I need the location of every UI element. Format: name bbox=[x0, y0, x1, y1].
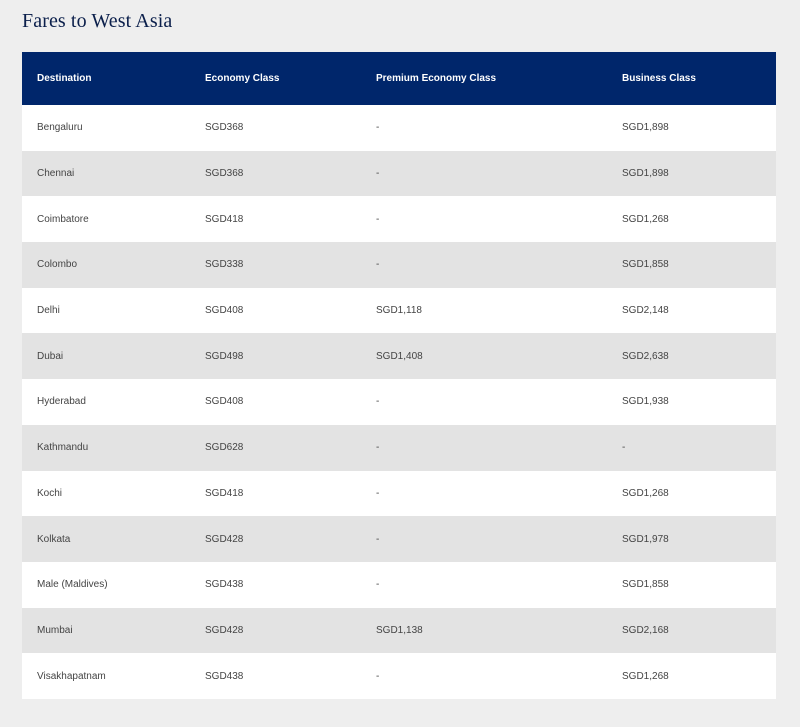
destination-cell: Dubai bbox=[37, 350, 64, 362]
destination-cell: Visakhapatnam bbox=[37, 670, 106, 682]
premium-fare-cell: - bbox=[376, 442, 380, 454]
business-fare-link[interactable]: SGD1,268 bbox=[622, 670, 669, 682]
business-fare-link[interactable]: SGD2,638 bbox=[622, 350, 669, 362]
destination-cell: Kolkata bbox=[37, 533, 71, 545]
business-fare-link[interactable]: SGD1,898 bbox=[622, 122, 669, 134]
table-row: Kathmandu SGD628 - - bbox=[22, 424, 776, 471]
economy-fare-link[interactable]: SGD418 bbox=[205, 487, 244, 499]
fares-table: Destination Economy Class Premium Econom… bbox=[22, 52, 776, 699]
business-fare-cell: - bbox=[622, 442, 626, 454]
economy-fare-link[interactable]: SGD418 bbox=[205, 213, 244, 225]
table-row: Bengaluru SGD368 - SGD1,898 bbox=[22, 105, 776, 151]
premium-fare-cell: - bbox=[376, 168, 380, 180]
destination-cell: Kathmandu bbox=[37, 442, 89, 454]
business-fare-link[interactable]: SGD1,268 bbox=[622, 487, 669, 499]
header-destination: Destination bbox=[37, 73, 92, 84]
destination-cell: Male (Maldives) bbox=[37, 579, 108, 591]
premium-fare-cell: - bbox=[376, 533, 380, 545]
destination-cell: Hyderabad bbox=[37, 396, 86, 408]
table-row: Kochi SGD418 - SGD1,268 bbox=[22, 470, 776, 517]
premium-fare-cell: - bbox=[376, 396, 380, 408]
destination-cell: Bengaluru bbox=[37, 122, 83, 134]
premium-fare-cell: - bbox=[376, 487, 380, 499]
economy-fare-link[interactable]: SGD338 bbox=[205, 259, 244, 271]
destination-cell: Kochi bbox=[37, 487, 63, 499]
business-fare-link[interactable]: SGD2,168 bbox=[622, 624, 669, 636]
table-row: Kolkata SGD428 - SGD1,978 bbox=[22, 516, 776, 562]
economy-fare-link[interactable]: SGD498 bbox=[205, 350, 244, 362]
premium-fare-cell: - bbox=[376, 670, 380, 682]
header-business-class: Business Class bbox=[622, 73, 696, 84]
header-premium-economy-class: Premium Economy Class bbox=[376, 73, 497, 84]
premium-fare-cell: - bbox=[376, 579, 380, 591]
economy-fare-link[interactable]: SGD438 bbox=[205, 579, 244, 591]
economy-fare-link[interactable]: SGD428 bbox=[205, 533, 244, 545]
premium-fare-link[interactable]: SGD1,138 bbox=[376, 624, 423, 636]
table-row: Hyderabad SGD408 - SGD1,938 bbox=[22, 379, 776, 425]
economy-fare-link[interactable]: SGD428 bbox=[205, 624, 244, 636]
destination-cell: Chennai bbox=[37, 168, 75, 180]
economy-fare-link[interactable]: SGD368 bbox=[205, 168, 244, 180]
economy-fare-link[interactable]: SGD408 bbox=[205, 305, 244, 317]
destination-cell: Coimbatore bbox=[37, 213, 89, 225]
destination-cell: Mumbai bbox=[37, 624, 73, 636]
header-row: Destination Economy Class Premium Econom… bbox=[22, 52, 776, 105]
table-row: Colombo SGD338 - SGD1,858 bbox=[22, 242, 776, 288]
page-title: Fares to West Asia bbox=[22, 10, 173, 32]
table-row: Dubai SGD498 SGD1,408 SGD2,638 bbox=[22, 333, 776, 380]
premium-fare-cell: - bbox=[376, 213, 380, 225]
business-fare-link[interactable]: SGD1,858 bbox=[622, 579, 669, 591]
table-row: Delhi SGD408 SGD1,118 SGD2,148 bbox=[22, 287, 776, 334]
business-fare-link[interactable]: SGD1,858 bbox=[622, 259, 669, 271]
premium-fare-link[interactable]: SGD1,408 bbox=[376, 350, 423, 362]
economy-fare-link[interactable]: SGD438 bbox=[205, 670, 244, 682]
fares-table-body: Bengaluru SGD368 - SGD1,898 Chennai SGD368 - SG… bbox=[22, 105, 776, 699]
business-fare-link[interactable]: SGD2,148 bbox=[622, 305, 669, 317]
economy-fare-link[interactable]: SGD408 bbox=[205, 396, 244, 408]
economy-fare-link[interactable]: SGD368 bbox=[205, 122, 244, 134]
header-economy-class: Economy Class bbox=[205, 73, 280, 84]
business-fare-link[interactable]: SGD1,268 bbox=[622, 213, 669, 225]
destination-cell: Delhi bbox=[37, 305, 60, 317]
table-row: Mumbai SGD428 SGD1,138 SGD2,168 bbox=[22, 607, 776, 654]
destination-cell: Colombo bbox=[37, 259, 78, 271]
business-fare-link[interactable]: SGD1,938 bbox=[622, 396, 669, 408]
premium-fare-cell: - bbox=[376, 259, 380, 271]
table-row: Visakhapatnam SGD438 - SGD1,268 bbox=[22, 653, 776, 699]
economy-fare-link[interactable]: SGD628 bbox=[205, 442, 244, 454]
table-row: Male (Maldives) SGD438 - SGD1,858 bbox=[22, 561, 776, 608]
table-row: Chennai SGD368 - SGD1,898 bbox=[22, 150, 776, 197]
premium-fare-link[interactable]: SGD1,118 bbox=[376, 305, 422, 317]
business-fare-link[interactable]: SGD1,898 bbox=[622, 168, 669, 180]
premium-fare-cell: - bbox=[376, 122, 380, 134]
table-row: Coimbatore SGD418 - SGD1,268 bbox=[22, 196, 776, 243]
business-fare-link[interactable]: SGD1,978 bbox=[622, 533, 669, 545]
fares-table-header: Destination Economy Class Premium Econom… bbox=[22, 52, 776, 105]
